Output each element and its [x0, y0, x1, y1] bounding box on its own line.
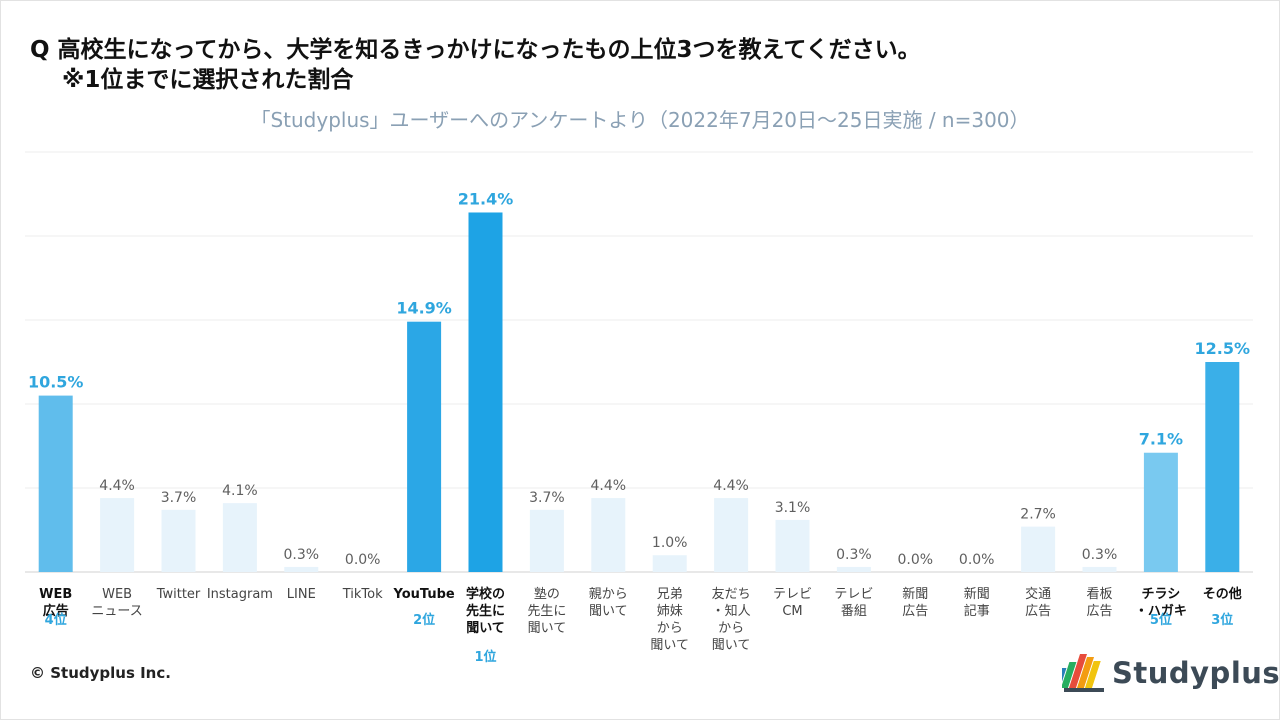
data-label: 3.7% — [161, 490, 197, 506]
tick-label: 聞いて — [528, 621, 567, 636]
tick-label: 広告 — [43, 603, 69, 619]
logo-wordmark: Studyplus — [1112, 656, 1280, 690]
data-label: 0.3% — [1082, 547, 1118, 563]
tick-label: から — [718, 621, 744, 636]
bar — [714, 498, 749, 572]
tick-label: テレビ — [773, 587, 812, 602]
chart-subtitle: 「Studyplus」ユーザーへのアンケートより（2022年7月20日〜25日実… — [250, 108, 1030, 132]
data-label: 4.4% — [99, 478, 135, 494]
question-line-1: Q 高校生になってから、大学を知るきっかけになったもの上位3つを教えてください。 — [30, 37, 921, 63]
question-line-2: ※1位までに選択された割合 — [62, 67, 354, 93]
data-label: 0.0% — [345, 552, 381, 568]
bar — [1021, 526, 1056, 572]
tick-label: Instagram — [207, 587, 273, 602]
tick-label: 記事 — [964, 603, 990, 619]
tick-label: 聞いて — [650, 638, 689, 653]
tick-label: 先生に — [466, 603, 505, 619]
studyplus-logo-icon — [1062, 654, 1104, 692]
bar — [284, 566, 319, 572]
tick-label: チラシ — [1142, 587, 1181, 602]
tick-label: 聞いて — [589, 604, 628, 619]
bar — [529, 509, 564, 572]
data-label: 0.0% — [898, 552, 934, 568]
data-label: 10.5% — [28, 373, 84, 392]
tick-label: 学校の — [466, 586, 505, 602]
bar — [100, 498, 135, 572]
tick-label: CM — [782, 604, 802, 619]
tick-label: 広告 — [902, 604, 928, 619]
tick-label: 交通 — [1025, 586, 1051, 602]
data-label: 4.4% — [713, 478, 749, 494]
tick-label: ・ハガキ — [1135, 604, 1187, 619]
tick-label: ニュース — [91, 604, 142, 619]
rank-label: 5位 — [1150, 612, 1172, 628]
bar — [1205, 362, 1240, 572]
tick-label: 友だち — [712, 586, 751, 602]
tick-label: WEB — [39, 587, 72, 602]
tick-label: ・知人 — [712, 603, 751, 619]
bar — [652, 555, 687, 572]
data-label: 4.1% — [222, 483, 258, 499]
tick-label: WEB — [102, 587, 132, 602]
data-label: 3.1% — [775, 500, 811, 516]
tick-label: 親から — [589, 587, 628, 602]
tick-label: 兄弟 — [657, 587, 683, 602]
data-label: 14.9% — [396, 299, 452, 318]
rank-label: 4位 — [45, 612, 67, 628]
tick-label: その他 — [1203, 586, 1242, 602]
bar — [1143, 452, 1178, 572]
tick-label: テレビ — [834, 587, 873, 602]
tick-label: 新聞 — [902, 586, 928, 602]
data-label: 2.7% — [1020, 507, 1056, 523]
tick-label: 広告 — [1086, 604, 1112, 619]
data-label: 0.0% — [959, 552, 995, 568]
studyplus-logo: Studyplus — [1062, 650, 1280, 698]
bar — [775, 519, 810, 572]
tick-label: TikTok — [342, 587, 383, 602]
tick-label: 聞いて — [712, 638, 751, 653]
tick-label: 新聞 — [964, 586, 990, 602]
data-label: 4.4% — [591, 478, 627, 494]
tick-label: Twitter — [156, 587, 201, 602]
bar — [407, 321, 442, 572]
rank-label: 1位 — [474, 649, 496, 665]
data-label: 3.7% — [529, 490, 565, 506]
bar — [1082, 566, 1117, 572]
tick-label: 先生に — [527, 604, 566, 619]
rank-label: 3位 — [1211, 612, 1233, 628]
tick-label: 聞いて — [466, 621, 505, 636]
tick-label: 看板 — [1086, 586, 1112, 602]
data-label: 7.1% — [1139, 430, 1183, 449]
tick-label: 姉妹 — [657, 604, 683, 619]
data-label: 21.4% — [458, 189, 514, 208]
bar — [38, 395, 73, 572]
tick-label: YouTube — [392, 587, 454, 602]
bar — [222, 503, 257, 572]
tick-label: LINE — [287, 587, 316, 602]
bar — [836, 566, 871, 572]
copyright-text: © Studyplus Inc. — [30, 664, 171, 682]
data-label: 0.3% — [836, 547, 872, 563]
tick-label: 塾の — [534, 586, 560, 602]
tick-label: 番組 — [841, 604, 867, 619]
bar — [161, 509, 196, 572]
tick-label: から — [657, 621, 683, 636]
rank-label: 2位 — [413, 612, 435, 628]
bar — [591, 498, 626, 572]
data-label: 12.5% — [1195, 339, 1251, 358]
data-label: 1.0% — [652, 535, 688, 551]
tick-label: 広告 — [1025, 604, 1051, 619]
data-label: 0.3% — [284, 547, 320, 563]
bar — [468, 212, 503, 573]
